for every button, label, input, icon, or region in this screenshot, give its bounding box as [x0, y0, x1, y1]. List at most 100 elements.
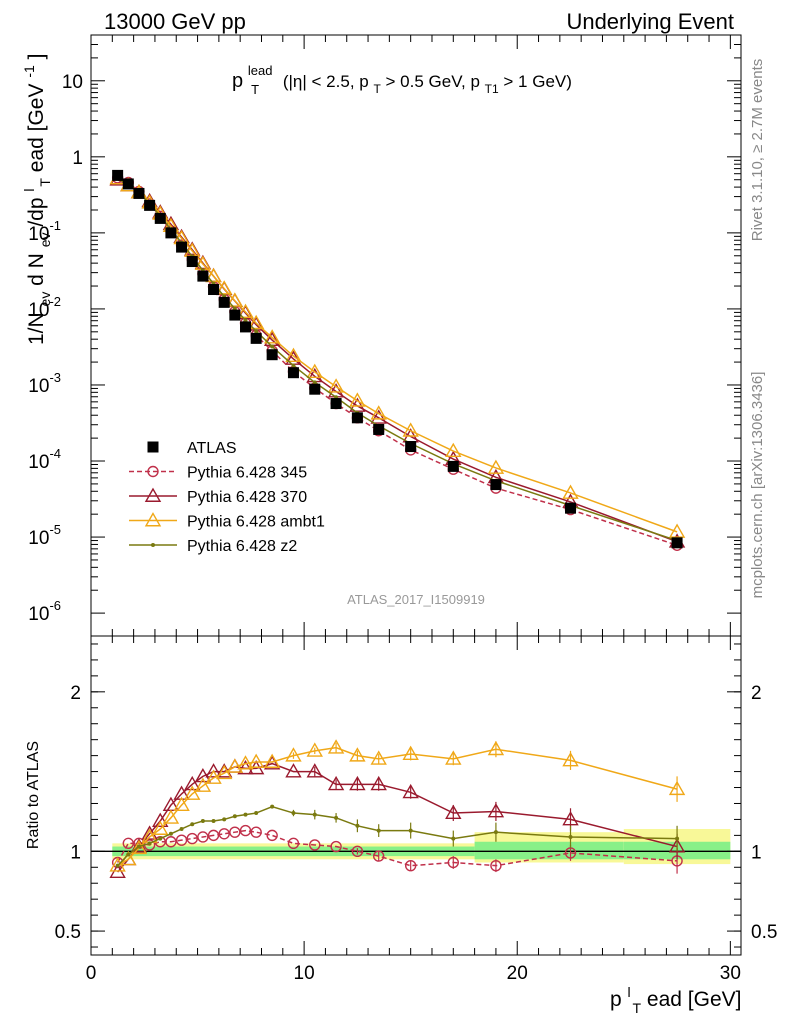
ratio-data-point	[168, 831, 173, 836]
ratio-data-point	[115, 863, 120, 868]
ratio-data-point	[207, 829, 220, 842]
ratio-data-point	[327, 775, 345, 791]
ratio-data-point	[175, 834, 188, 846]
ratio-data-point	[376, 828, 381, 833]
ratio-data-point	[247, 753, 265, 768]
ratio-data-point	[147, 841, 152, 846]
main-data-point	[671, 537, 683, 549]
title-cut2: > 1 GeV)	[503, 72, 572, 91]
legend-marker	[151, 543, 155, 547]
ratio-data-point	[493, 830, 498, 835]
legend-label: Pythia 6.428 345	[187, 465, 307, 482]
main-data-point	[186, 256, 198, 268]
legend-marker	[147, 441, 159, 453]
title-sub-T-2: T	[373, 82, 381, 96]
ratio-y-tick-label-right: 1	[751, 842, 762, 863]
ratio-x-tick-label: 10	[294, 963, 315, 984]
ratio-plot-panel: 0.5 0.51 12 20 10 20 30	[55, 635, 777, 984]
ratio-data-point	[184, 785, 201, 800]
main-data-point	[312, 380, 317, 385]
ratio-data-point	[152, 820, 169, 835]
ylabel-c: /dp	[25, 197, 48, 226]
ratio-data-point	[243, 812, 248, 817]
main-data-point	[205, 267, 222, 283]
main-y-tick-label-exp: -4	[49, 446, 61, 461]
ratio-uncertainty-band-inner	[474, 841, 624, 860]
main-data-point	[112, 169, 124, 181]
ratio-data-point	[130, 839, 148, 855]
ylabel-d: ead [GeV	[25, 84, 48, 173]
ratio-data-point	[312, 812, 317, 817]
ratio-data-point	[334, 815, 339, 820]
ratio-data-point	[173, 796, 190, 812]
ratio-data-point	[349, 747, 366, 762]
main-y-tick-label: 10-6	[28, 598, 61, 625]
main-series-line	[117, 179, 678, 543]
main-data-point	[226, 292, 244, 307]
ratio-data-point	[179, 826, 184, 831]
legend: ATLAS Pythia 6.428 345 Pythia 6.428 370 Pyt…	[129, 440, 325, 555]
main-data-point	[254, 329, 259, 334]
ratio-data-point	[237, 755, 254, 770]
ratio-y-tick-label: 2	[70, 683, 81, 704]
xlabel-sup-l: l	[628, 984, 631, 1000]
header-left: 13000 GeV pp	[104, 9, 246, 34]
main-data-point	[154, 212, 166, 224]
main-series-line	[117, 177, 678, 542]
ratio-series-pythia-6-428-z2	[115, 804, 680, 868]
ratio-series-line	[116, 829, 678, 867]
main-data-point	[266, 349, 278, 361]
main-data-point	[306, 363, 323, 378]
legend-item: ATLAS	[147, 440, 237, 457]
main-data-point	[445, 442, 462, 458]
title-p: p	[232, 70, 243, 92]
legend-marker	[147, 465, 159, 478]
main-data-point	[237, 303, 254, 318]
main-data-point	[133, 187, 145, 199]
ratio-data-point	[287, 837, 300, 850]
ratio-data-point	[490, 859, 502, 872]
main-data-point	[215, 280, 233, 295]
ratio-data-point	[445, 750, 462, 765]
title-sup-lead: lead	[248, 63, 273, 78]
legend-label: Pythia 6.428 370	[187, 489, 307, 506]
main-y-tick-label-exp: -3	[49, 370, 61, 385]
header-right: Underlying Event	[566, 9, 734, 34]
ratio-data-point	[351, 845, 364, 858]
main-data-point	[562, 484, 579, 499]
ratio-data-point	[373, 850, 385, 862]
ratio-data-point	[270, 804, 275, 809]
rivet-side-label: Rivet 3.1.10, ≥ 2.7M events	[749, 59, 766, 242]
legend-label: Pythia 6.428 ambt1	[187, 514, 325, 531]
xlabel-rest: ead [GeV]	[647, 988, 742, 1011]
main-data-point	[287, 367, 299, 379]
ratio-data-point	[141, 825, 158, 840]
ratio-data-point	[487, 803, 505, 818]
ratio-data-point	[266, 829, 278, 842]
ylabel-sub-T: T	[37, 178, 53, 187]
legend-item: Pythia 6.428 345	[129, 465, 307, 482]
ylabel-b: d N	[25, 253, 48, 286]
main-y-tick-label-exp: -1	[49, 218, 61, 233]
main-data-point	[197, 270, 209, 282]
ratio-data-point	[402, 745, 419, 760]
legend-item: Pythia 6.428 ambt1	[129, 512, 325, 531]
main-y-tick-label: 10-5	[28, 522, 61, 549]
ratio-data-point	[355, 823, 360, 828]
ratio-data-point	[218, 828, 230, 840]
main-data-point	[243, 318, 248, 323]
main-data-point	[405, 441, 417, 453]
xlabel-sub-T: T	[633, 1000, 642, 1016]
main-data-point	[668, 523, 686, 538]
main-series-pythia-6-428-ambt1	[109, 170, 686, 538]
ratio-data-point	[263, 753, 281, 768]
xlabel-p: p	[610, 988, 622, 1011]
x-axis-label: p l T ead [GeV]	[610, 979, 741, 1018]
main-data-point	[370, 405, 387, 420]
main-data-point	[263, 329, 281, 344]
ratio-data-point	[239, 824, 252, 837]
main-y-tick-label: 1	[72, 148, 83, 169]
ratio-series-pythia-6-428-ambt1	[109, 739, 686, 872]
